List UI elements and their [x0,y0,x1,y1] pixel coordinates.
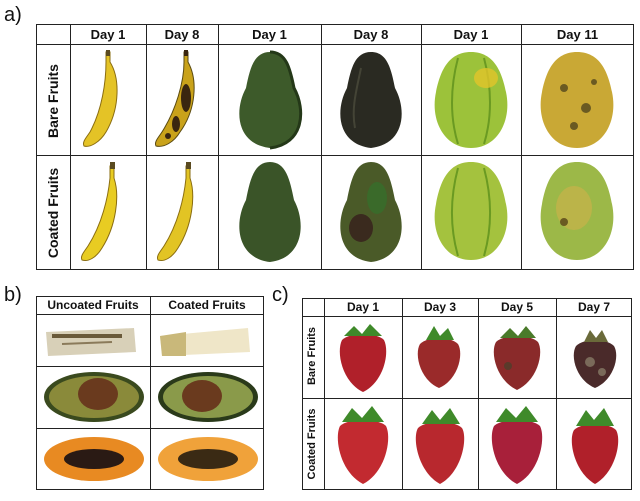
papaya-bare-day1 [434,52,508,148]
panel-c-row-bare: Bare Fruits [306,326,318,386]
panel-a-col-3: Day 1 [252,27,287,42]
banana-bare-day1 [83,50,118,147]
banana-slice-coated [160,328,250,356]
avocado-bare-day8 [340,52,402,148]
panel-b-col-coated: Coated Fruits [168,298,246,312]
strawberry-bare-day1 [339,324,387,392]
panel-a-label: a) [4,4,22,26]
papaya-coated-day1 [434,162,508,260]
banana-coated-day8 [157,162,194,261]
panel-b-label: b) [4,284,22,306]
panel-a-col-4: Day 8 [353,27,389,42]
banana-bare-day8 [155,50,195,147]
strawberry-bare-day7 [573,330,617,388]
panel-c-row-coated: Coated Fruits [306,408,318,480]
avocado-bare-day1 [239,50,303,150]
banana-coated-day1 [81,162,118,261]
panel-b-col-uncoated: Uncoated Fruits [47,298,139,312]
strawberry-coated-day5 [491,406,543,484]
papaya-bare-day11 [540,52,614,148]
avocado-coated-day8 [340,162,402,262]
panel-a-col-6: Day 11 [556,27,599,42]
papaya-half-coated [158,437,258,481]
papaya-half-uncoated [44,437,144,481]
panel-a-row-bare: Bare Fruits [45,64,61,138]
strawberry-coated-day7 [571,408,619,484]
panel-a-col-2: Day 8 [164,27,200,42]
panel-a-col-1: Day 1 [90,27,126,42]
panel-c-col-3: Day 5 [500,300,534,314]
panel-a-col-5: Day 1 [453,27,489,42]
avocado-half-coated [158,372,258,422]
panel-c-col-1: Day 1 [346,300,380,314]
strawberry-coated-day1 [337,406,389,484]
strawberry-bare-day3 [417,326,461,388]
papaya-coated-day11 [540,162,614,260]
banana-slice-uncoated [46,328,136,356]
strawberry-coated-day3 [415,408,465,484]
panel-a-row-coated: Coated Fruits [45,167,61,259]
avocado-coated-day1 [239,162,301,262]
panel-c-col-4: Day 7 [577,300,611,314]
panel-c-label: c) [272,284,289,306]
panel-c-col-2: Day 3 [423,300,457,314]
avocado-half-uncoated [44,372,144,422]
strawberry-bare-day5 [493,326,541,390]
